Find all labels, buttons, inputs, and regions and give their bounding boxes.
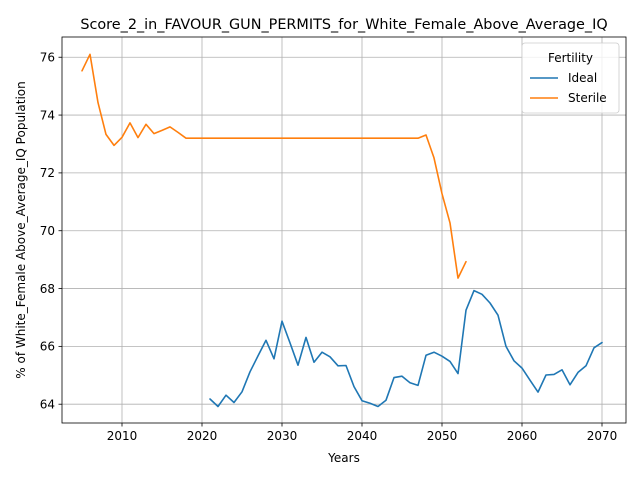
y-tick-label: 68 bbox=[40, 282, 55, 296]
x-axis-label: Years bbox=[327, 451, 360, 465]
x-tick-label: 2050 bbox=[427, 429, 458, 443]
y-axis-label: % of White_Female Above_Average_IQ Popul… bbox=[14, 81, 28, 378]
series-line-sterile bbox=[81, 53, 467, 279]
axis-ticks: 2010 2020 2030 2040 2050 2060 2070 64 66 68 70 72 74… bbox=[40, 51, 618, 443]
chart-title: Score_2_in_FAVOUR_GUN_PERMITS_for_White_… bbox=[80, 17, 607, 33]
gridlines bbox=[62, 37, 626, 423]
y-tick-label: 74 bbox=[40, 108, 55, 122]
x-tick-label: 2060 bbox=[507, 429, 538, 443]
y-tick-label: 76 bbox=[40, 51, 55, 65]
legend-label-sterile: Sterile bbox=[568, 91, 607, 105]
x-tick-label: 2070 bbox=[587, 429, 618, 443]
legend: Fertility Ideal Sterile bbox=[521, 42, 620, 114]
series-lines bbox=[81, 53, 603, 408]
x-tick-label: 2010 bbox=[107, 429, 138, 443]
y-tick-label: 66 bbox=[40, 340, 55, 354]
y-tick-label: 70 bbox=[40, 224, 55, 238]
x-tick-label: 2040 bbox=[347, 429, 378, 443]
y-tick-label: 64 bbox=[40, 398, 55, 412]
legend-title: Fertility bbox=[548, 51, 593, 65]
x-tick-label: 2020 bbox=[187, 429, 218, 443]
series-line-ideal bbox=[209, 289, 603, 408]
axes-frame bbox=[61, 36, 627, 424]
legend-label-ideal: Ideal bbox=[568, 71, 597, 85]
legend-box bbox=[521, 42, 620, 114]
y-tick-label: 72 bbox=[40, 166, 55, 180]
x-tick-label: 2030 bbox=[267, 429, 298, 443]
